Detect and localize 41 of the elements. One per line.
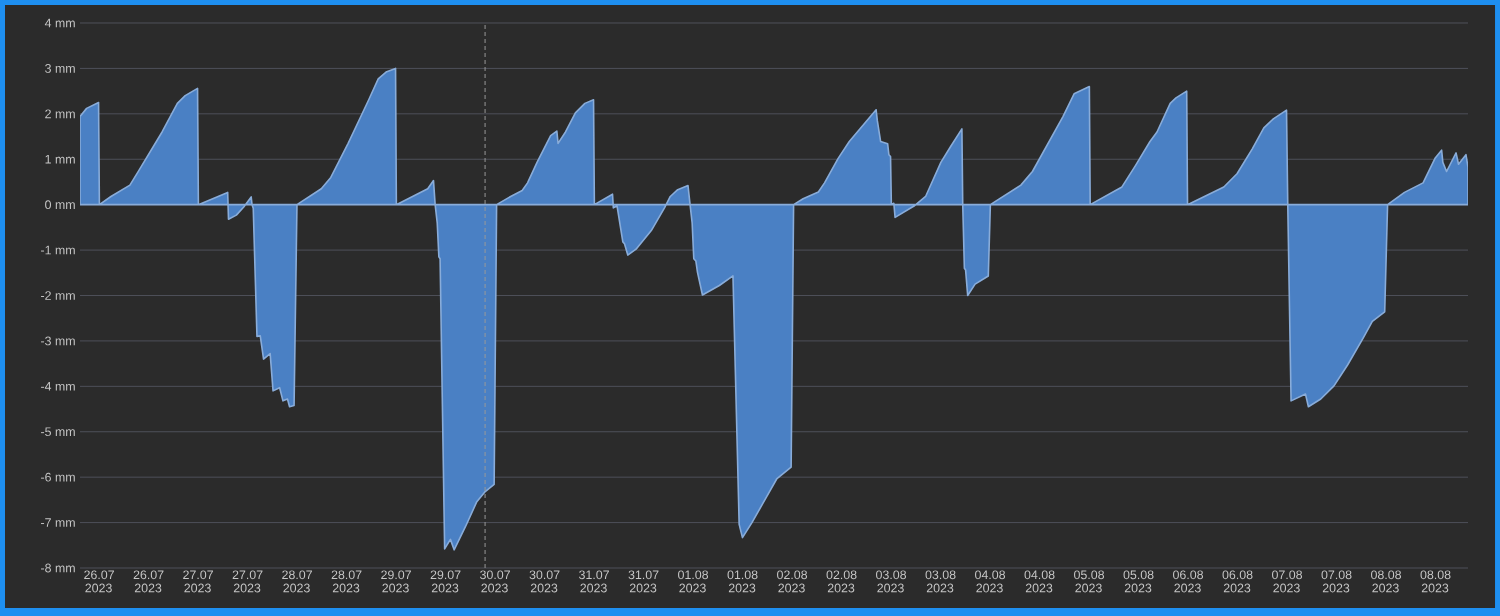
y-tick-label: 3 mm bbox=[45, 64, 75, 73]
x-tick-label: 01.08 2023 bbox=[678, 570, 709, 593]
x-tick-label: 27.07 2023 bbox=[232, 570, 263, 593]
x-tick-label: 29.07 2023 bbox=[430, 570, 461, 593]
y-tick-label: 2 mm bbox=[45, 109, 75, 119]
x-tick-label: 06.08 2023 bbox=[1173, 570, 1204, 593]
y-tick-label: 1 mm bbox=[45, 154, 75, 164]
x-tick-label: 26.07 2023 bbox=[133, 570, 164, 593]
x-tick-label: 30.07 2023 bbox=[480, 570, 510, 593]
x-tick-label: 07.08 2023 bbox=[1321, 570, 1352, 593]
y-tick-label: -6 mm bbox=[41, 472, 75, 482]
x-tick-label: 26.07 2023 bbox=[84, 570, 114, 593]
x-tick-label: 01.08 2023 bbox=[727, 570, 758, 593]
x-tick-label: 02.08 2023 bbox=[777, 570, 808, 593]
y-tick-label: -3 mm bbox=[41, 336, 75, 346]
x-tick-label: 04.08 2023 bbox=[975, 570, 1006, 593]
y-tick-label: 4 mm bbox=[44, 18, 75, 28]
x-tick-label: 08.08 2023 bbox=[1420, 570, 1451, 593]
y-tick-label: -7 mm bbox=[41, 518, 75, 527]
y-tick-label: -5 mm bbox=[41, 427, 75, 437]
y-tick-label: -4 mm bbox=[41, 382, 75, 391]
x-tick-label: 28.07 2023 bbox=[282, 570, 312, 593]
x-tick-label: 31.07 2023 bbox=[579, 570, 609, 593]
x-tick-label: 31.07 2023 bbox=[628, 570, 659, 593]
x-tick-label: 06.08 2023 bbox=[1222, 570, 1253, 593]
x-tick-label: 02.08 2023 bbox=[826, 570, 857, 593]
x-tick-label: 05.08 2023 bbox=[1123, 570, 1154, 593]
x-tick-label: 03.08 2023 bbox=[876, 570, 907, 593]
x-tick-label: 04.08 2023 bbox=[1024, 570, 1055, 593]
y-tick-label: -1 mm bbox=[41, 245, 75, 255]
y-tick-label: -2 mm bbox=[41, 291, 75, 300]
y-tick-label: -8 mm bbox=[41, 563, 75, 573]
x-tick-label: 03.08 2023 bbox=[925, 570, 956, 593]
x-tick-label: 05.08 2023 bbox=[1074, 570, 1105, 593]
x-tick-label: 29.07 2023 bbox=[381, 570, 411, 593]
x-tick-label: 30.07 2023 bbox=[529, 570, 560, 593]
y-tick-label: 0 mm bbox=[45, 200, 75, 210]
x-tick-label: 08.08 2023 bbox=[1371, 570, 1402, 593]
x-tick-label: 07.08 2023 bbox=[1272, 570, 1303, 593]
x-tick-label: 28.07 2023 bbox=[331, 570, 362, 593]
x-tick-label: 27.07 2023 bbox=[183, 570, 213, 593]
